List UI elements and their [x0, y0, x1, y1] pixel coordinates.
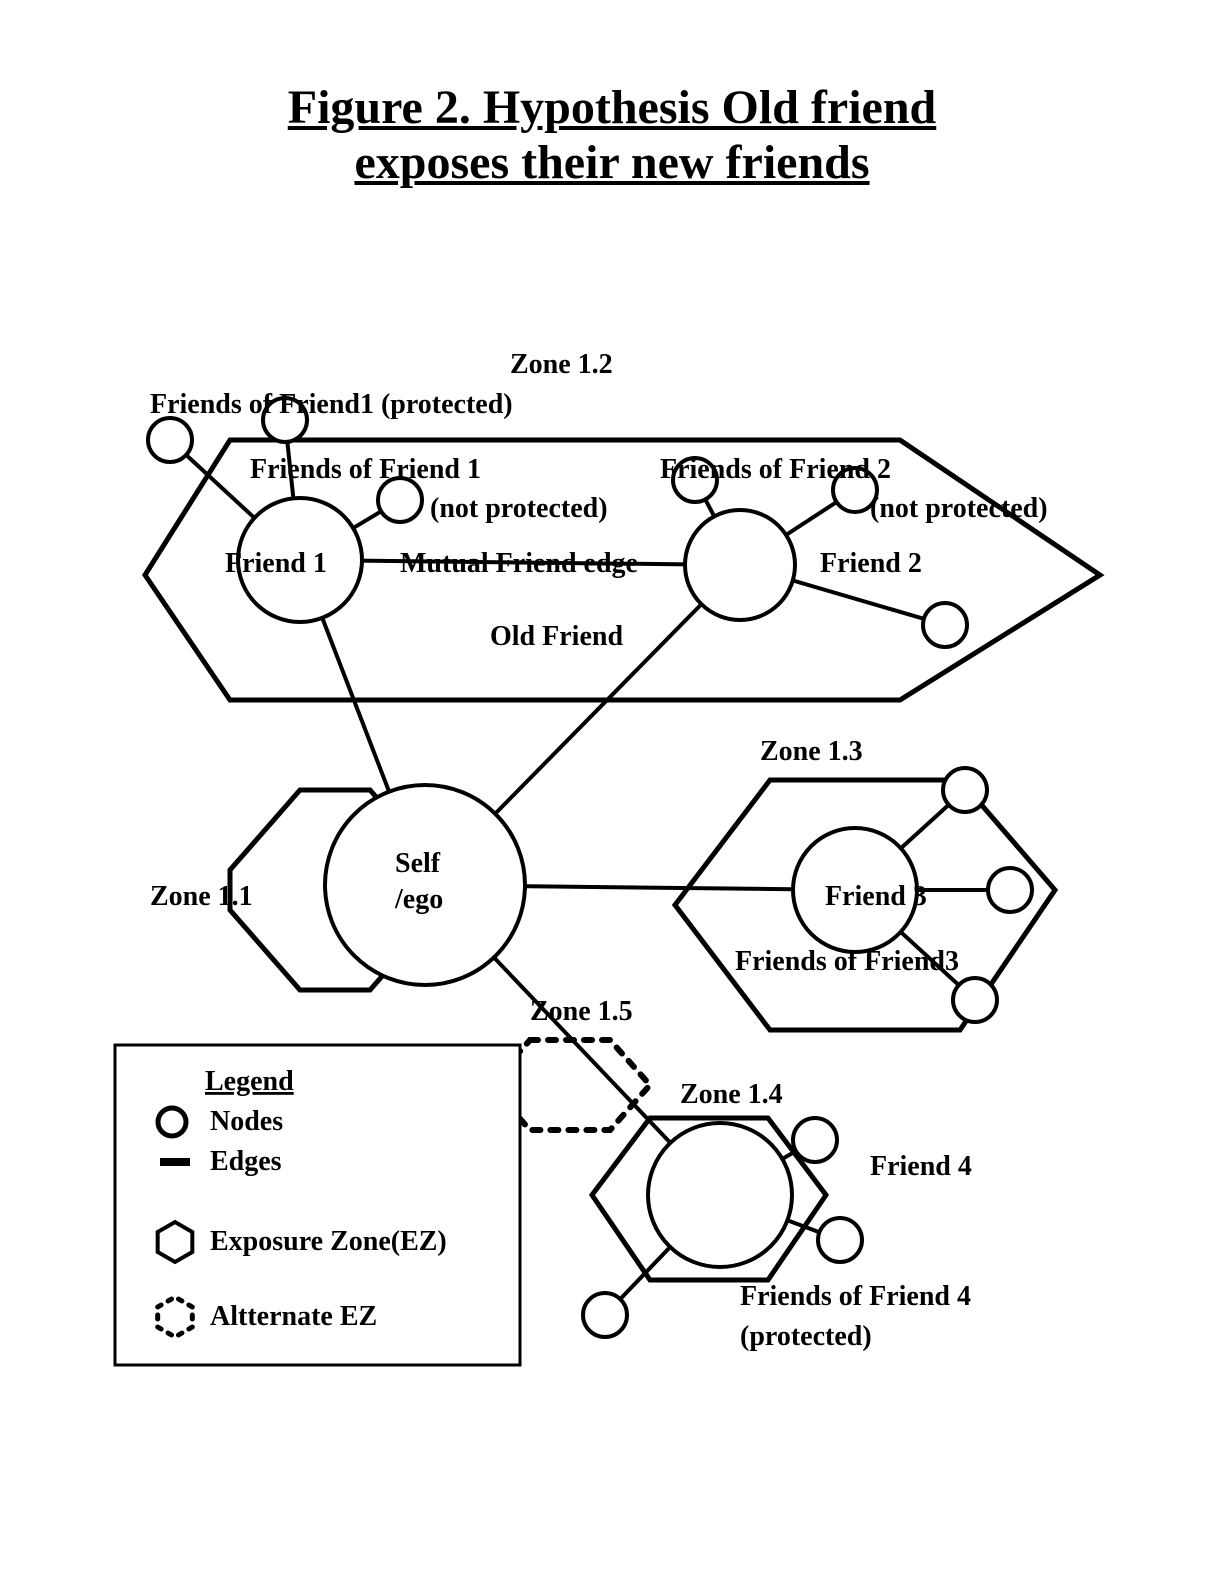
diagram-label: (protected) — [740, 1321, 872, 1352]
node-f4c — [583, 1293, 627, 1337]
node-f4b — [818, 1218, 862, 1262]
diagram-label: Friends of Friend1 (protected) — [150, 389, 513, 420]
legend-symbol-node — [158, 1108, 186, 1136]
diagram-label: Friends of Friend 4 — [740, 1281, 971, 1312]
diagram-label: Self — [395, 848, 441, 879]
legend-item-label: Exposure Zone(EZ) — [210, 1226, 447, 1257]
diagram-label: (not protected) — [870, 493, 1048, 524]
legend-title: Legend — [205, 1066, 294, 1097]
node-f1p_a — [148, 418, 192, 462]
diagram-label: Friend 1 — [225, 548, 327, 579]
diagram-label: Zone 1.4 — [680, 1079, 783, 1110]
legend-item-label: Edges — [210, 1146, 282, 1177]
diagram-label: Zone 1.5 — [530, 996, 633, 1027]
diagram-label: Zone 1.2 — [510, 349, 613, 380]
legend-item-label: Altternate EZ — [210, 1301, 377, 1332]
node-f3b — [988, 868, 1032, 912]
node-f4a — [793, 1118, 837, 1162]
node-f3a — [943, 768, 987, 812]
legend-item-label: Nodes — [210, 1106, 283, 1137]
diagram-label: Friend 4 — [870, 1151, 972, 1182]
node-f2_extra — [923, 603, 967, 647]
diagram-label: Friends of Friend 1 — [250, 454, 481, 485]
network-diagram: Zone 1.2 Friends of Friend1 (protected) Fr… — [0, 0, 1224, 1584]
node-friend4 — [648, 1123, 792, 1267]
title-line-1: Figure 2. Hypothesis Old friend — [288, 80, 937, 135]
figure-title: Figure 2. Hypothesis Old friend exposes … — [0, 80, 1224, 190]
diagram-label: /ego — [394, 884, 443, 915]
node-f3c — [953, 978, 997, 1022]
node-friend2 — [685, 510, 795, 620]
diagram-label: Friends of Friend3 — [735, 946, 959, 977]
figure-stage: Figure 2. Hypothesis Old friend exposes … — [0, 0, 1224, 1584]
diagram-label: Friend 2 — [820, 548, 922, 579]
diagram-label: Friends of Friend 2 — [660, 454, 891, 485]
diagram-label: Friend 3 — [825, 881, 927, 912]
diagram-label: Zone 1.1 — [150, 881, 253, 912]
diagram-label: Old Friend — [490, 621, 623, 652]
title-line-2: exposes their new friends — [354, 135, 869, 190]
diagram-label: (not protected) — [430, 493, 608, 524]
diagram-label: Zone 1.3 — [760, 736, 863, 767]
diagram-label: Mutual Friend edge — [400, 548, 638, 579]
